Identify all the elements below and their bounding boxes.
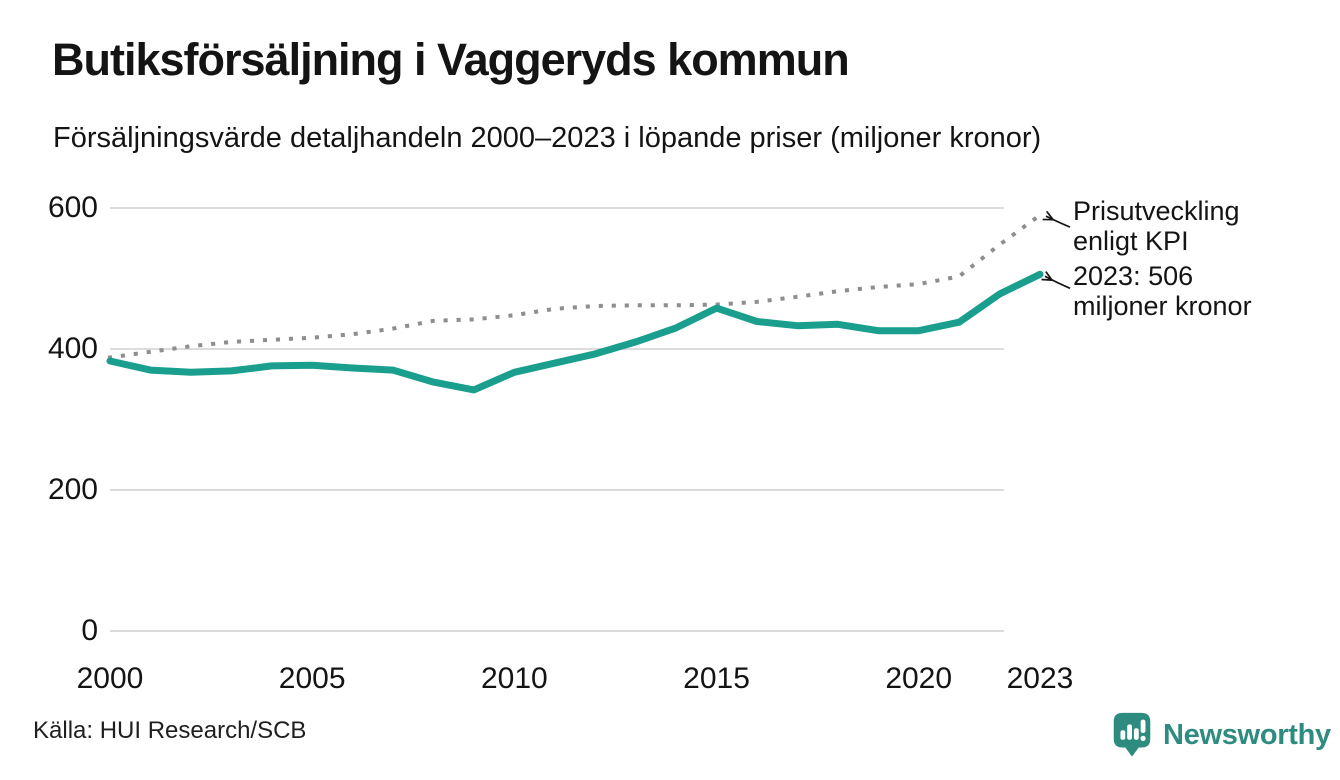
- chart-subtitle: Försäljningsvärde detaljhandeln 2000–202…: [53, 122, 1042, 154]
- x-tick-2010: 2010: [480, 662, 548, 695]
- annotation-last-value-line1: 2023: 506: [1073, 261, 1194, 291]
- y-tick-200: 200: [47, 473, 98, 506]
- sales-line: [106, 270, 1044, 394]
- x-tick-2023: 2023: [1006, 662, 1074, 695]
- brand-name: Newsworthy: [1163, 718, 1331, 751]
- x-tick-2020: 2020: [885, 662, 953, 695]
- annotation-kpi-line1: Prisutveckling: [1073, 196, 1240, 226]
- annotation-last-value-line2: miljoner kronor: [1073, 291, 1252, 321]
- kpi-dotted-line: [107, 212, 1043, 360]
- annotation-kpi-line2: enligt KPI: [1073, 226, 1189, 256]
- y-tick-600: 600: [47, 191, 98, 224]
- arrow-to-kpi-line: [1042, 210, 1071, 228]
- x-tick-2005: 2005: [278, 662, 346, 695]
- y-tick-400: 400: [47, 332, 98, 365]
- annotation-last-value-label: 2023: 506 miljoner kronor: [1073, 261, 1252, 321]
- annotation-kpi-label: Prisutveckling enligt KPI: [1073, 196, 1240, 256]
- y-tick-0: 0: [81, 614, 98, 647]
- chart-title: Butiksförsäljning i Vaggeryds kommun: [52, 34, 850, 85]
- newsworthy-speech-bubble-bar-chart-icon: [1113, 712, 1151, 757]
- source-text: Källa: HUI Research/SCB: [33, 717, 307, 744]
- arrow-to-sales-line: [1041, 271, 1071, 290]
- newsworthy-logo: Newsworthy: [1110, 710, 1331, 760]
- x-tick-2000: 2000: [76, 662, 144, 695]
- x-tick-2015: 2015: [683, 662, 750, 695]
